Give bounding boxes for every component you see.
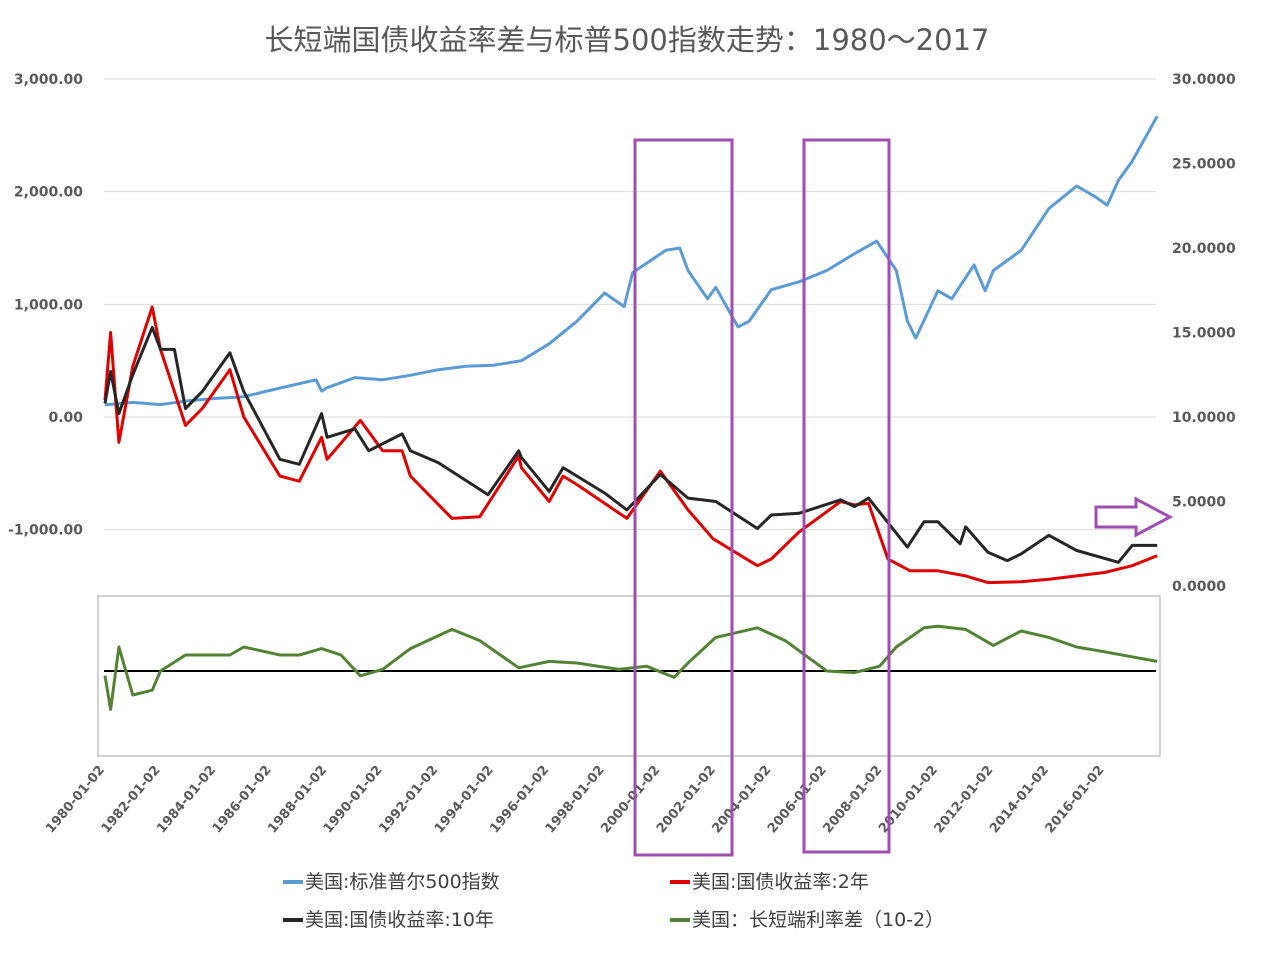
series-line-3 bbox=[103, 624, 1158, 711]
x-tick-label: 2000-01-02 bbox=[598, 763, 663, 836]
spread-panel-frame bbox=[97, 595, 1161, 757]
highlight-box-2007 bbox=[802, 138, 891, 854]
x-tick-label: 1992-01-02 bbox=[376, 763, 441, 836]
x-tick-label: 2004-01-02 bbox=[709, 763, 774, 836]
legend-label: 美国：长短端利率差（10-2） bbox=[692, 909, 944, 931]
legend-label: 美国:国债收益率:2年 bbox=[692, 871, 869, 893]
x-axis-ticks: 1980-01-021982-01-021984-01-021986-01-02… bbox=[43, 763, 1107, 836]
series-lines bbox=[103, 115, 1159, 711]
right-tick-label: 5.0000 bbox=[1172, 495, 1226, 511]
x-tick-label: 1986-01-02 bbox=[210, 763, 275, 836]
right-tick-label: 20.0000 bbox=[1172, 241, 1236, 257]
right-tick-label: 10.0000 bbox=[1172, 410, 1236, 426]
x-tick-label: 2016-01-02 bbox=[1043, 763, 1108, 836]
x-tick-label: 1990-01-02 bbox=[321, 763, 386, 836]
x-tick-label: 2010-01-02 bbox=[876, 763, 941, 836]
legend-label: 美国:国债收益率:10年 bbox=[305, 909, 494, 931]
x-tick-label: 2012-01-02 bbox=[932, 763, 997, 836]
left-axis-ticks: 3,000.00 2,000.00 1,000.00 0.00 -1,000.00 bbox=[8, 72, 83, 539]
highlight-box-2000 bbox=[633, 138, 734, 857]
x-tick-label: 2008-01-02 bbox=[820, 763, 885, 836]
x-tick-label: 1982-01-02 bbox=[99, 763, 164, 836]
x-tick-label: 1988-01-02 bbox=[265, 763, 330, 836]
right-tick-label: 0.0000 bbox=[1172, 579, 1226, 595]
chart-title: 长短端国债收益率差与标普500指数走势：1980～2017 bbox=[265, 23, 990, 57]
left-tick-label: 2,000.00 bbox=[14, 185, 83, 201]
x-tick-label: 1984-01-02 bbox=[154, 763, 219, 836]
arrow-right-icon bbox=[1094, 496, 1174, 538]
x-tick-label: 1998-01-02 bbox=[543, 763, 608, 836]
left-tick-label: 3,000.00 bbox=[14, 72, 83, 88]
right-tick-label: 25.0000 bbox=[1172, 157, 1236, 173]
right-tick-label: 15.0000 bbox=[1172, 326, 1236, 342]
x-tick-label: 2006-01-02 bbox=[765, 763, 830, 836]
series-line-1 bbox=[103, 305, 1158, 585]
x-tick-label: 1980-01-02 bbox=[43, 763, 108, 836]
left-tick-label: 0.00 bbox=[48, 410, 83, 426]
right-tick-label: 30.0000 bbox=[1172, 72, 1236, 88]
left-tick-label: 1,000.00 bbox=[14, 297, 83, 313]
x-tick-label: 2014-01-02 bbox=[987, 763, 1052, 836]
series-line-2 bbox=[103, 325, 1158, 564]
left-tick-label: -1,000.00 bbox=[8, 523, 83, 539]
x-tick-label: 1996-01-02 bbox=[487, 763, 552, 836]
series-line-0 bbox=[104, 115, 1159, 407]
right-axis-ticks: 30.0000 25.0000 20.0000 15.0000 10.0000 5.000… bbox=[1172, 72, 1236, 595]
gridlines bbox=[104, 78, 1156, 531]
x-tick-label: 2002-01-02 bbox=[654, 763, 719, 836]
legend-label: 美国:标准普尔500指数 bbox=[305, 871, 500, 893]
x-tick-label: 1994-01-02 bbox=[432, 763, 497, 836]
